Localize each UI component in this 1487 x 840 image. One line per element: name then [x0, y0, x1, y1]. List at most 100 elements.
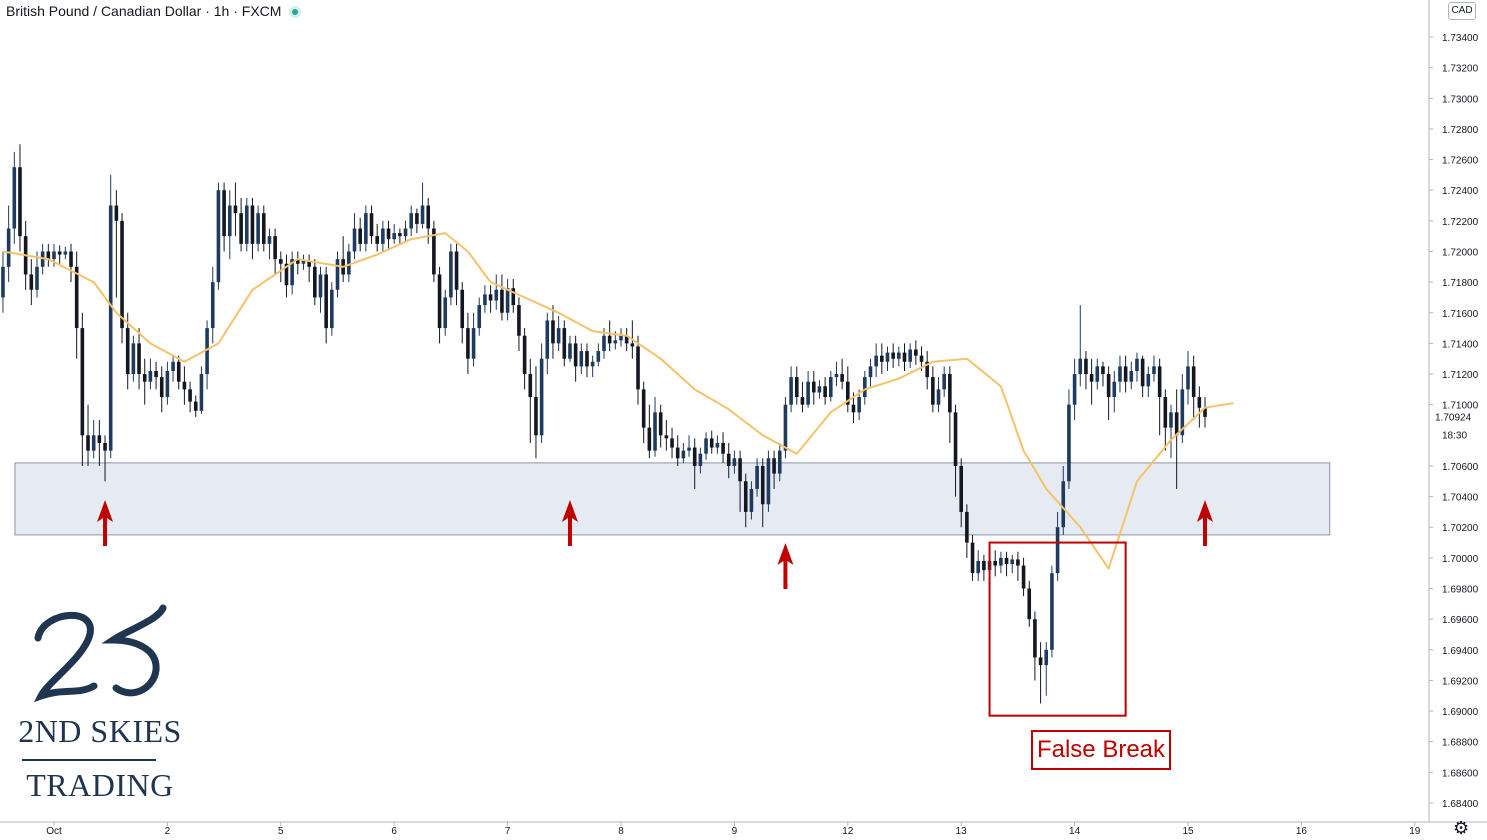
candle: [1, 251, 5, 313]
candle-body: [511, 288, 516, 306]
candle-body: [1078, 358, 1083, 375]
candle: [227, 190, 232, 260]
candle: [1146, 366, 1151, 398]
candle: [528, 358, 533, 443]
candle: [755, 458, 759, 497]
candle: [500, 274, 504, 321]
candle-body: [1180, 389, 1185, 436]
candle-body: [692, 447, 697, 466]
market-open-dot-icon: [289, 6, 302, 19]
candle-body: [74, 266, 79, 329]
price-tick-label: 1.70200: [1442, 523, 1479, 534]
candle-body: [239, 213, 243, 244]
candle: [1027, 580, 1032, 627]
price-tick-label: 1.70600: [1442, 462, 1479, 473]
candle: [789, 366, 793, 413]
price-tick-label: 1.68600: [1442, 768, 1479, 779]
candle: [35, 251, 39, 298]
candle-body: [823, 386, 827, 398]
candle: [335, 251, 340, 298]
time-tick-label: 19: [1409, 826, 1421, 837]
candle-body: [743, 481, 748, 512]
time-tick-label: 14: [1069, 826, 1081, 837]
candle: [828, 370, 833, 402]
candle: [1084, 351, 1088, 390]
candle: [732, 450, 737, 474]
candle: [120, 213, 124, 344]
candle-body: [46, 251, 51, 260]
candle: [466, 312, 470, 375]
candle-body: [318, 274, 323, 298]
support-zone: [14, 462, 1331, 536]
candle-body: [1129, 370, 1134, 382]
candle-body: [1067, 404, 1071, 482]
candle-body: [715, 442, 720, 448]
gear-icon[interactable]: ⚙: [1453, 818, 1470, 839]
candle: [556, 315, 561, 352]
candle: [12, 151, 17, 244]
candle-body: [1106, 374, 1111, 398]
candle-body: [114, 205, 119, 221]
candle: [897, 346, 901, 367]
candle: [432, 220, 436, 283]
candle: [687, 435, 691, 457]
candle-body: [772, 458, 776, 474]
candle: [653, 397, 657, 457]
candle-body: [505, 288, 510, 313]
candle-body: [18, 167, 22, 237]
candle-body: [857, 397, 861, 413]
candle-body: [539, 358, 544, 436]
candle-body: [120, 220, 124, 329]
candle: [375, 223, 379, 252]
candle-body: [647, 427, 652, 451]
candle-body: [443, 297, 448, 329]
price-tick-label: 1.70000: [1442, 554, 1479, 565]
candle-body: [1021, 565, 1026, 589]
candle-body: [953, 412, 958, 466]
candle: [159, 366, 164, 413]
candle: [1067, 389, 1071, 489]
candle-body: [828, 377, 833, 398]
candle-body: [681, 450, 686, 459]
candle: [902, 343, 907, 371]
candle-body: [279, 259, 283, 264]
logo-mark-2: [33, 611, 98, 703]
candle-body: [670, 438, 674, 448]
candle-body: [182, 381, 187, 390]
candle: [307, 254, 311, 283]
price-tick-label: 1.72800: [1442, 125, 1479, 136]
candle-body: [1044, 649, 1049, 666]
candle-body: [783, 404, 788, 451]
candle-body: [942, 374, 946, 390]
candle: [658, 404, 663, 448]
candle-body: [624, 335, 629, 344]
candle-body: [69, 251, 73, 267]
candle: [982, 554, 986, 581]
currency-button[interactable]: CAD: [1448, 2, 1476, 20]
candle-body: [636, 346, 640, 390]
candle: [857, 389, 861, 420]
candle: [69, 243, 73, 283]
time-tick-label: 9: [732, 826, 738, 837]
candle-body: [1050, 573, 1054, 650]
candle: [199, 366, 204, 414]
false-break-label: False Break: [1031, 730, 1171, 770]
candle: [267, 228, 272, 260]
candle: [511, 279, 516, 313]
candle: [347, 243, 351, 283]
candle-body: [108, 205, 113, 451]
candle-body: [483, 294, 487, 306]
candle: [596, 343, 601, 367]
candle: [715, 435, 720, 454]
arrow-shape: [1197, 500, 1214, 546]
candle: [256, 205, 260, 252]
candle-body: [477, 305, 482, 329]
candle: [409, 205, 414, 237]
candle-body: [562, 328, 567, 359]
candle: [29, 259, 34, 306]
candle-body: [335, 259, 340, 290]
candle-body: [1061, 481, 1066, 528]
candle: [959, 458, 963, 528]
arrow-shape: [777, 543, 794, 589]
